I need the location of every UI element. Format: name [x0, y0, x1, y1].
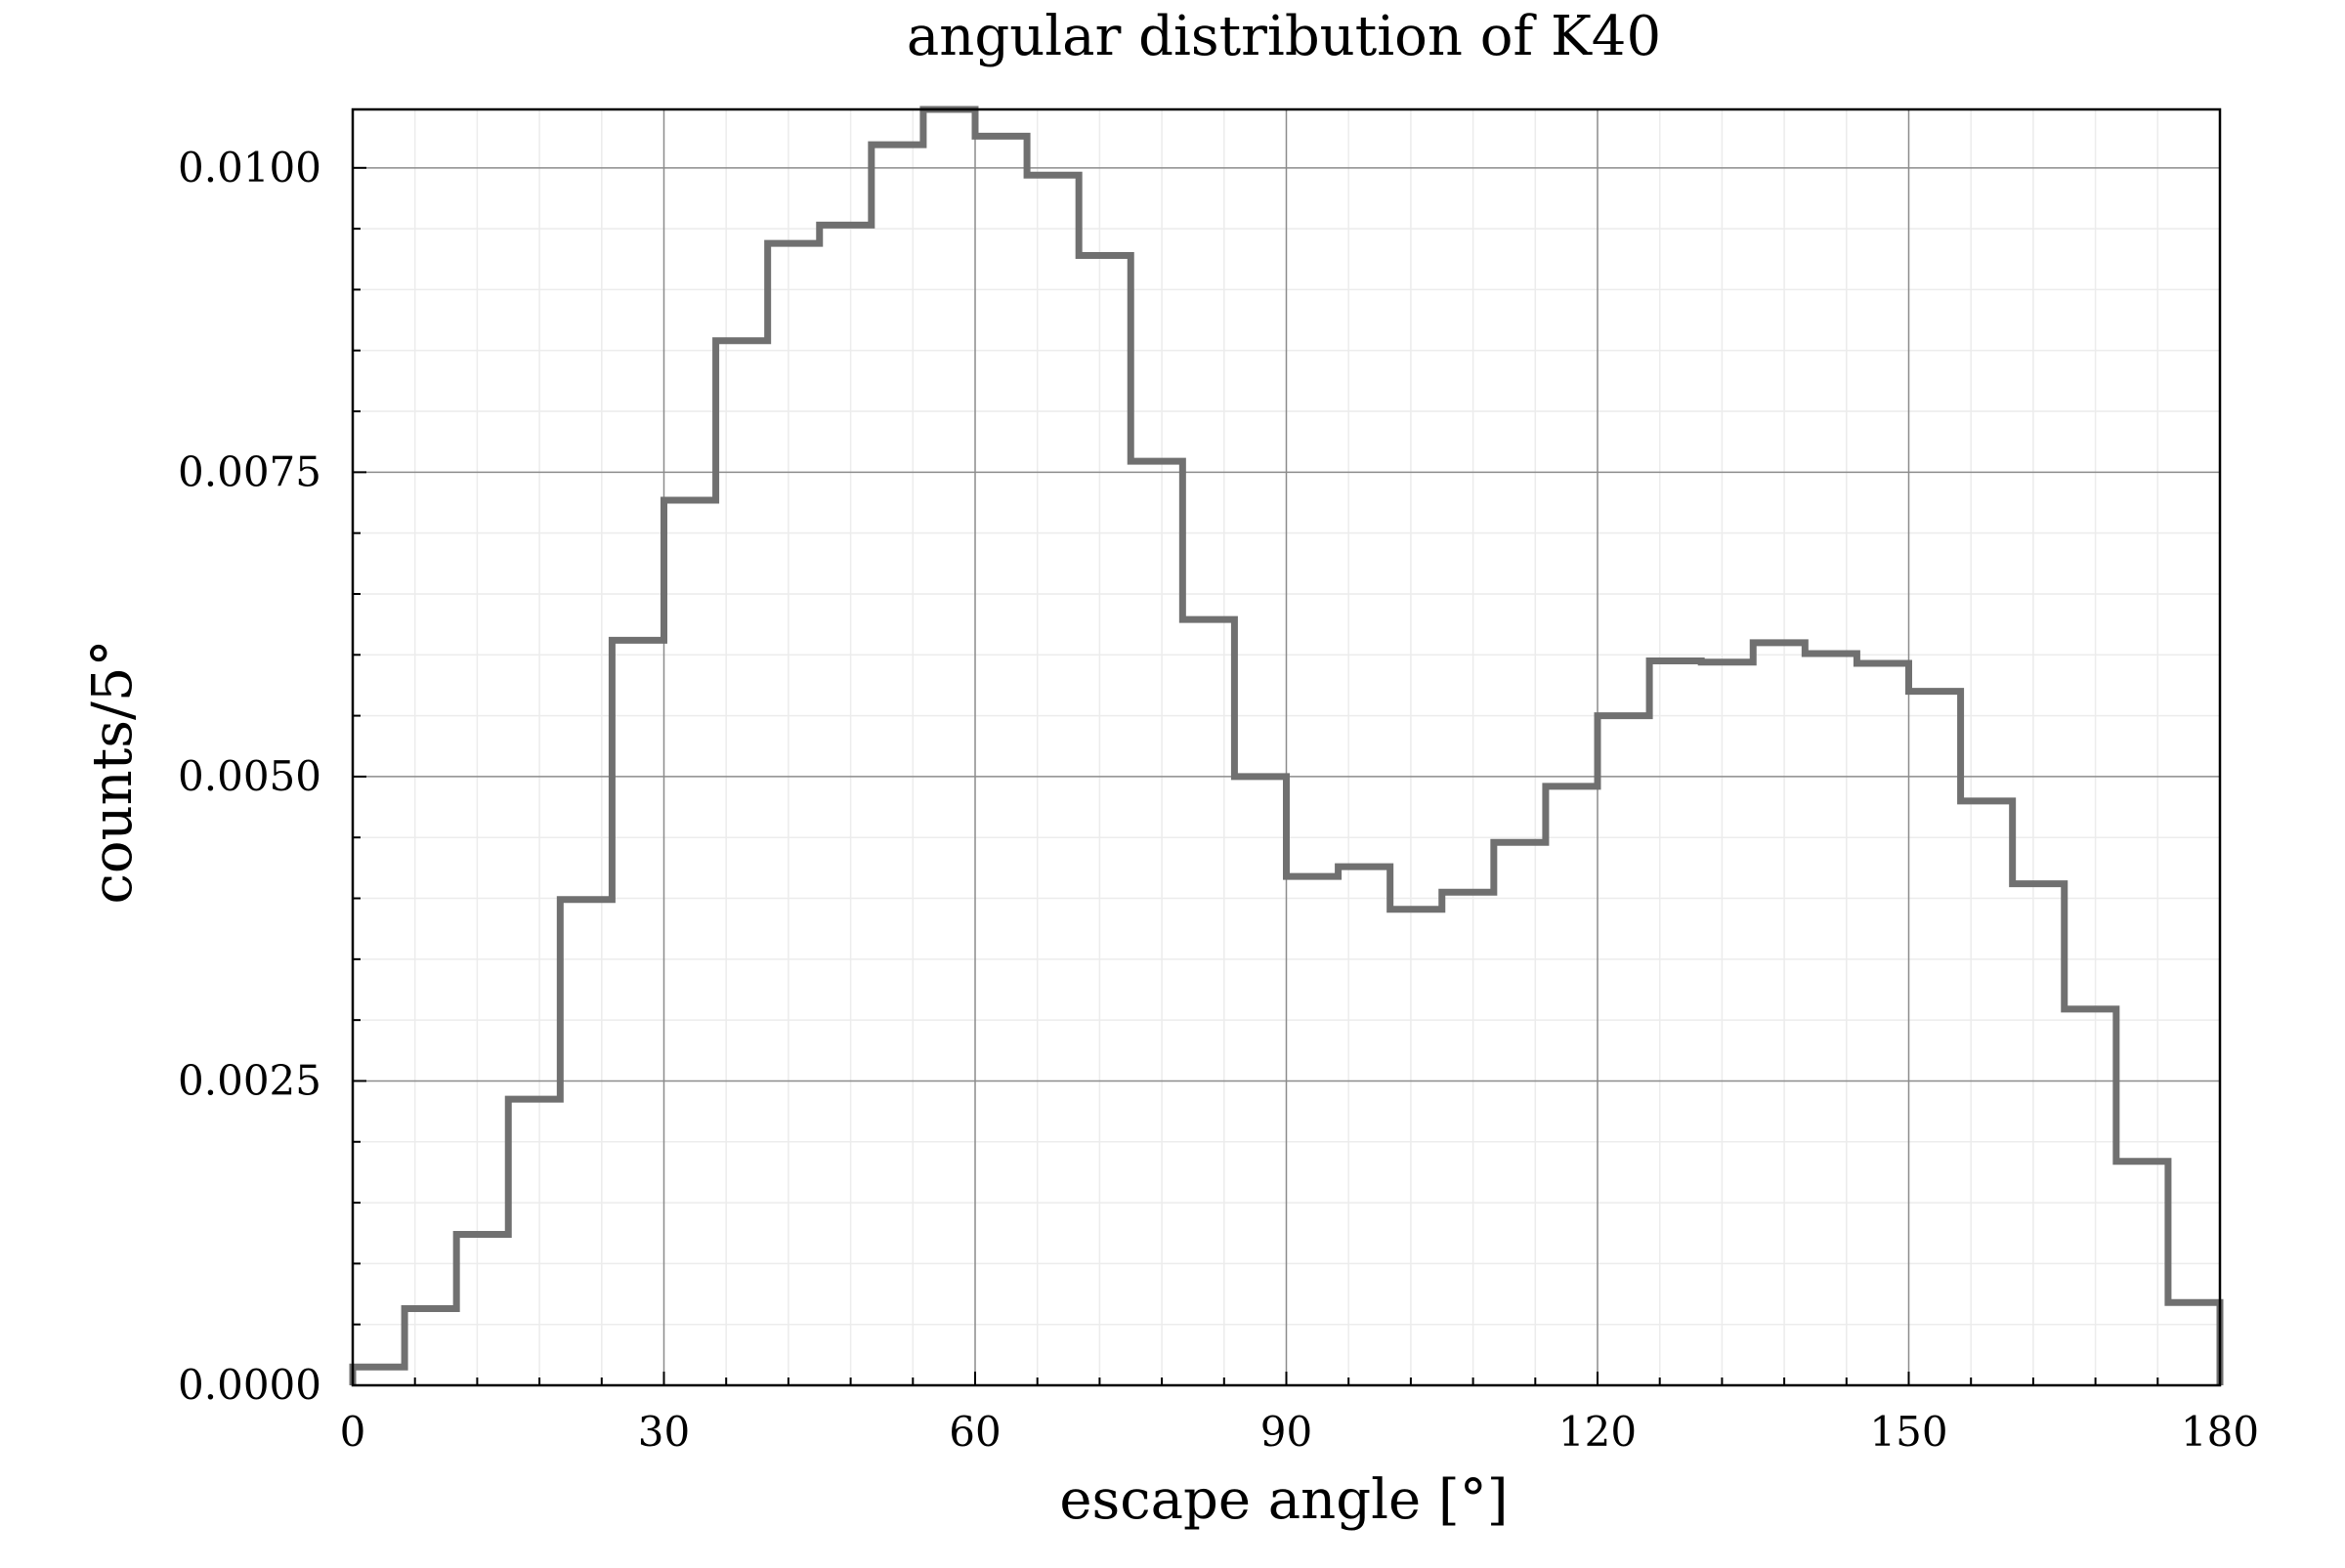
x-tick-label: 30 [638, 1408, 690, 1456]
histogram-bin [1079, 256, 1130, 1385]
histogram-bin [1442, 892, 1494, 1385]
histogram-bin [872, 145, 923, 1385]
histogram-bin [1909, 692, 1961, 1385]
histogram-bin [2116, 1162, 2168, 1385]
y-tick-label: 0.0100 [178, 144, 321, 191]
histogram-bin [456, 1234, 508, 1385]
histogram-bin [1339, 867, 1390, 1385]
histogram-bin [1649, 661, 1701, 1385]
histogram-bin [1753, 643, 1805, 1385]
histogram-bin [1856, 663, 1908, 1385]
y-tick-label: 0.0025 [178, 1056, 321, 1104]
x-tick-labels: 0 30 60 90 120 150 180 [340, 1408, 2259, 1456]
histogram-bin [820, 225, 872, 1385]
histogram-bin [1182, 619, 1234, 1385]
x-tick-label: 90 [1260, 1408, 1312, 1456]
histogram-bin [508, 1099, 560, 1385]
histogram-bin [1494, 842, 1546, 1385]
y-tick-labels: 0.0000 0.0025 0.0050 0.0075 0.0100 [178, 144, 321, 1409]
histogram-bin [1130, 461, 1182, 1385]
y-tick-label: 0.0050 [178, 752, 321, 800]
axes-layer [351, 107, 2222, 1387]
histogram-bin [923, 109, 975, 1385]
series-layer [349, 106, 2224, 1385]
histogram-bin [1390, 910, 1442, 1385]
x-tick-label: 0 [340, 1408, 366, 1456]
histogram-bin [612, 640, 663, 1385]
histogram-bin [975, 136, 1027, 1385]
histogram-bin [1598, 716, 1649, 1385]
histogram-bin [2168, 1302, 2220, 1385]
histogram-bin [1027, 175, 1079, 1385]
y-tick-label: 0.0075 [178, 447, 321, 495]
histogram-bin [1805, 654, 1856, 1385]
x-tick-label: 120 [1558, 1408, 1637, 1456]
x-tick-label: 150 [1869, 1408, 1947, 1456]
histogram-bin [353, 1367, 405, 1385]
histogram-bin [1234, 777, 1286, 1385]
histogram-step-line [349, 106, 2224, 1385]
x-tick-label: 60 [949, 1408, 1001, 1456]
histogram-bin [560, 900, 612, 1385]
histogram-bin [1546, 786, 1598, 1385]
y-axis-label: counts/5° [81, 640, 145, 905]
histogram-bin [664, 500, 716, 1385]
histogram-bin [1287, 876, 1339, 1385]
histogram-bin [2013, 884, 2065, 1385]
chart-title: angular distribution of K40 [907, 5, 1661, 68]
x-axis-label: escape angle [°] [1059, 1468, 1508, 1532]
histogram-bin [1961, 801, 2013, 1385]
x-tick-label: 180 [2181, 1408, 2259, 1456]
histogram-bin [716, 341, 768, 1385]
y-tick-label: 0.0000 [178, 1361, 321, 1409]
histogram-bin [768, 243, 820, 1385]
histogram-bin [405, 1308, 456, 1385]
histogram-bin [1701, 662, 1753, 1385]
histogram-bin [2065, 1009, 2116, 1385]
